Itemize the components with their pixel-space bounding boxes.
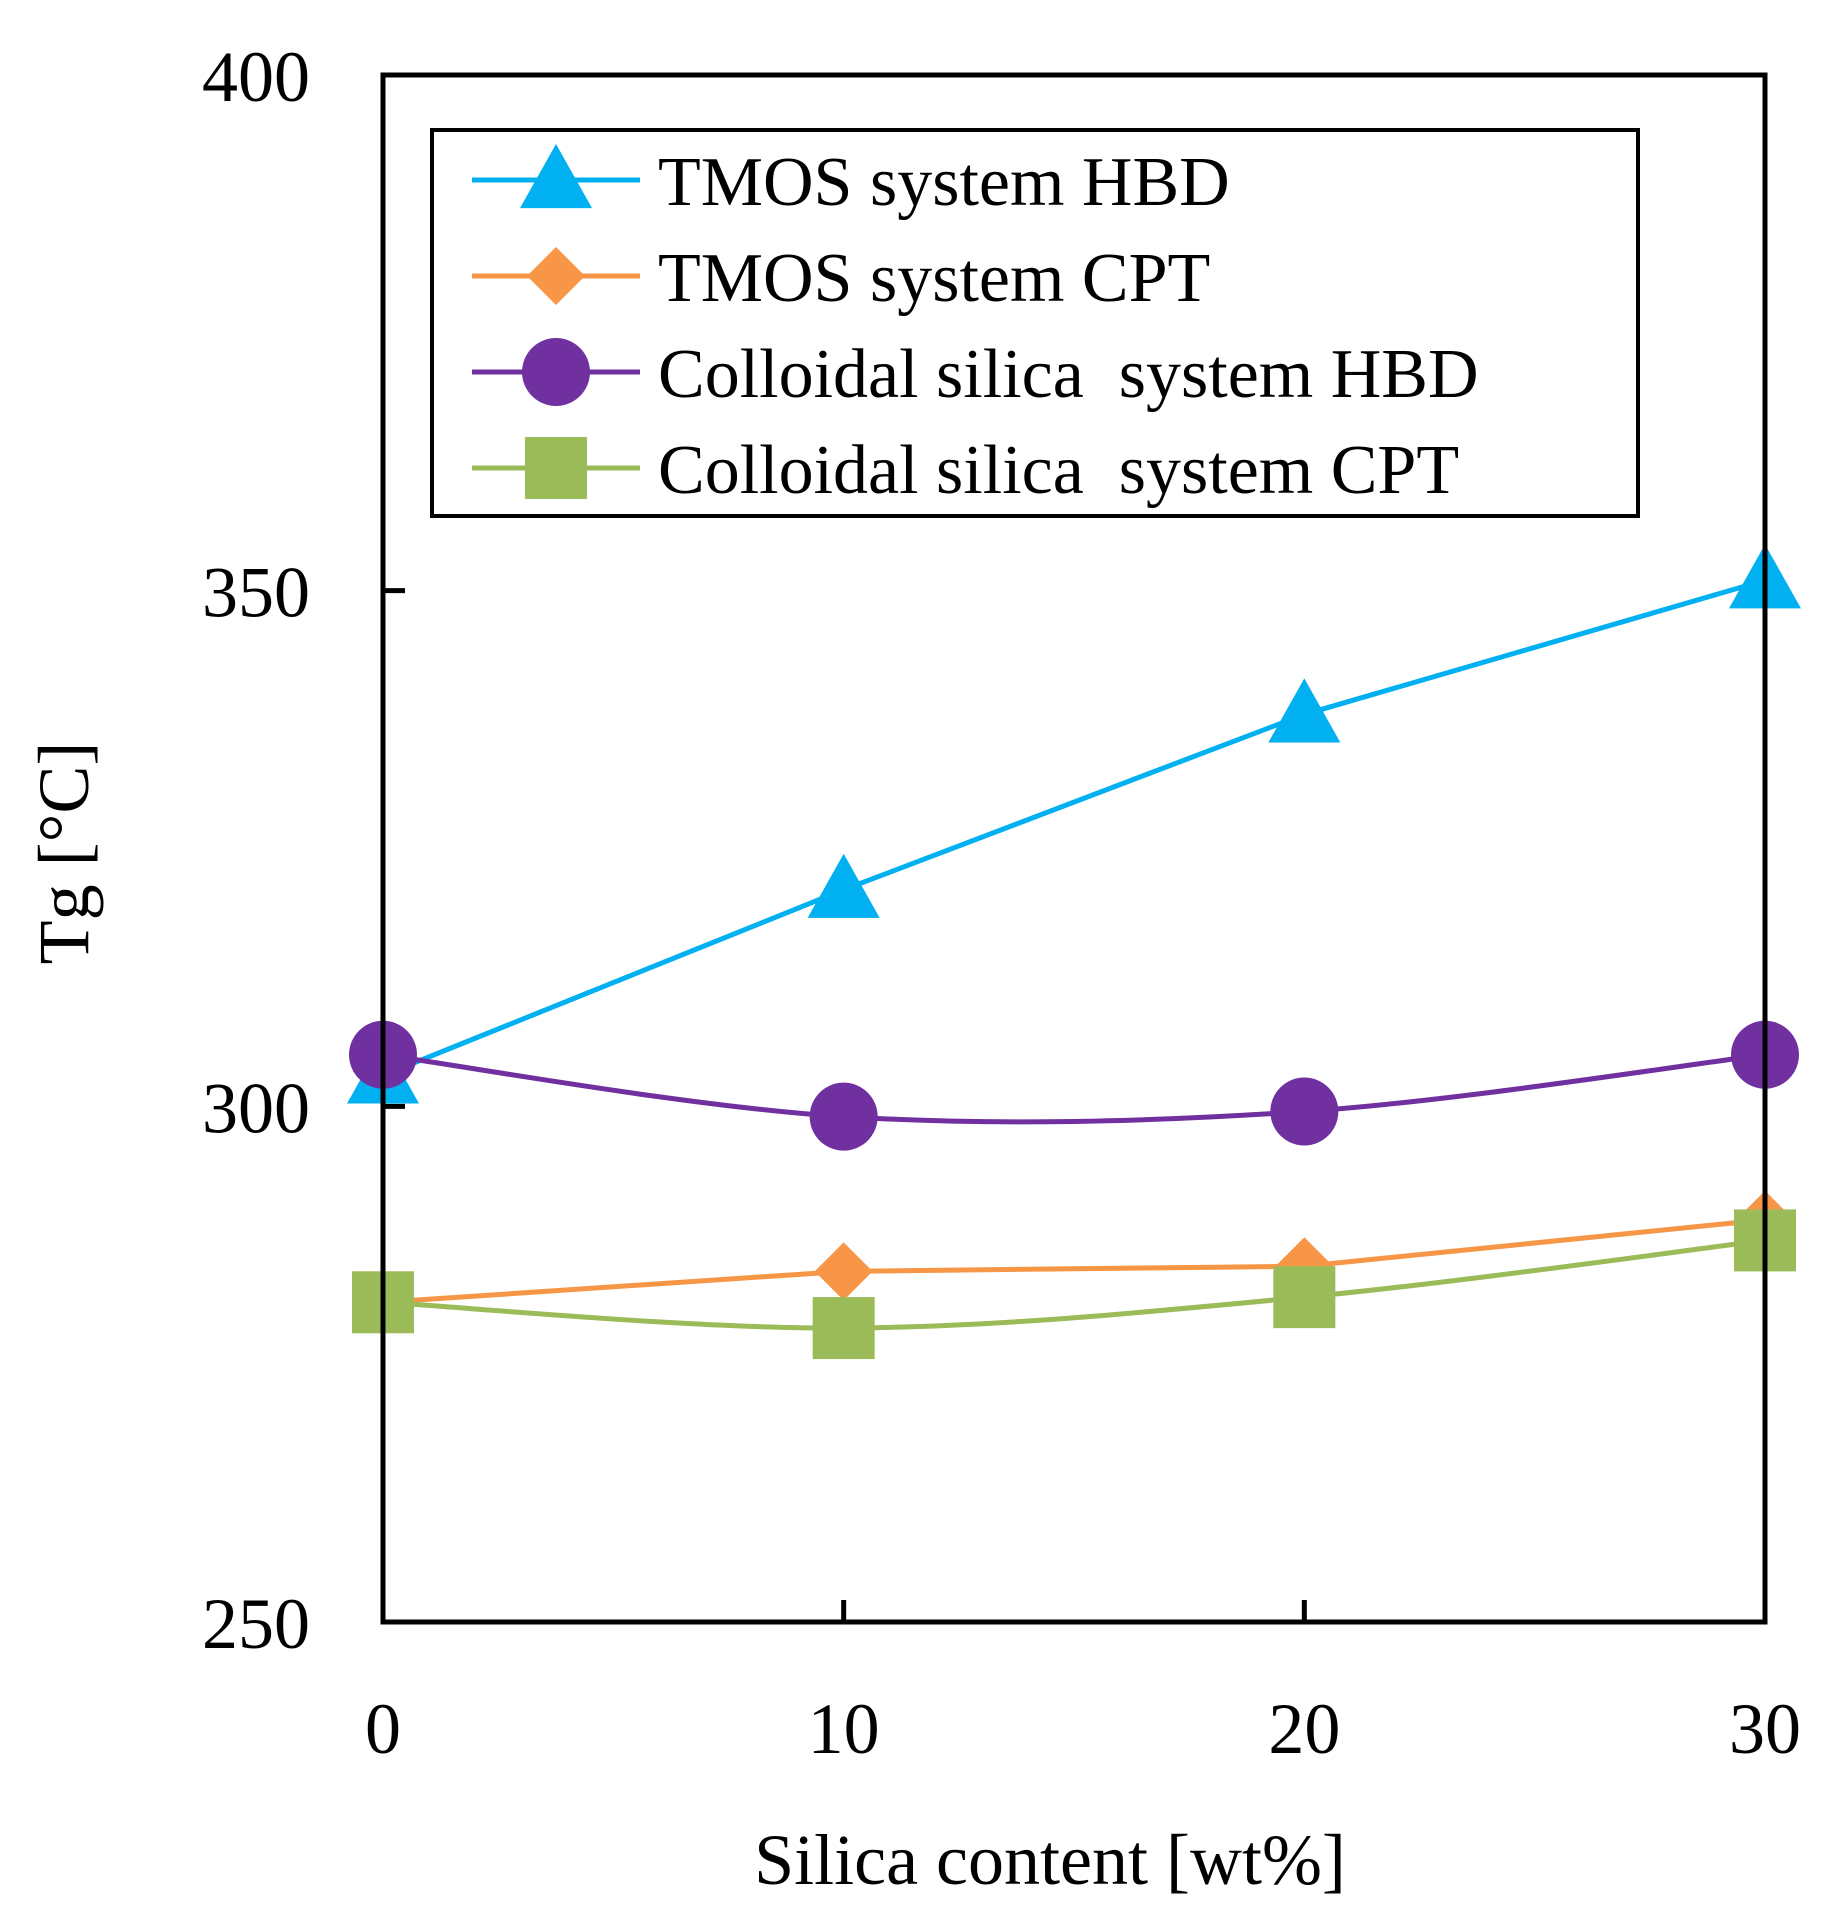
x-tick-label: 30 [1729, 1689, 1801, 1769]
series-colloidal-silica-system-cpt [352, 1209, 1796, 1360]
series-tmos-system-cpt [354, 1190, 1794, 1332]
legend-entry: TMOS system CPT [472, 240, 1210, 317]
data-point-circle [809, 1082, 878, 1151]
legend-marker-diamond [527, 247, 585, 305]
legend-marker-triangle [520, 144, 592, 209]
legend-box [430, 128, 1640, 518]
y-axis: 250 300 350 400 [202, 37, 405, 1664]
y-tick-label: 400 [202, 37, 310, 117]
series-line [382, 1052, 1766, 1125]
y-tick-label: 250 [202, 1584, 310, 1664]
legend-marker-square [525, 437, 587, 499]
series-layer [347, 544, 1801, 1360]
legend-label: Colloidal silica system HBD [658, 336, 1479, 413]
y-tick-label: 300 [202, 1068, 310, 1148]
data-point-triangle [807, 853, 880, 918]
x-axis-label: Silica content [wt%] [754, 1820, 1346, 1900]
y-axis-label: Tg [°C] [24, 742, 104, 965]
series-line [382, 1237, 1766, 1331]
x-tick-label: 0 [365, 1689, 401, 1769]
series-line [382, 577, 1766, 1078]
plot-frame [380, 72, 1768, 1625]
series-line [382, 1217, 1766, 1305]
data-point-circle [1270, 1077, 1339, 1146]
y-tick-label: 350 [202, 553, 310, 633]
series-colloidal-silica-system-hbd [349, 1020, 1799, 1151]
data-point-triangle [1268, 678, 1341, 743]
legend-entry: Colloidal silica system HBD [472, 336, 1479, 413]
legend-entry: TMOS system HBD [472, 144, 1230, 221]
x-axis: 0 10 20 30 [365, 1600, 1801, 1769]
data-point-square [1273, 1266, 1336, 1329]
x-tick-label: 10 [808, 1689, 880, 1769]
x-tick-label: 20 [1268, 1689, 1340, 1769]
legend-entry: Colloidal silica system CPT [472, 432, 1459, 509]
data-point-square [812, 1297, 875, 1360]
series-tmos-system-hbd [347, 544, 1801, 1104]
legend: TMOS system HBD TMOS system CPT Colloidal … [430, 128, 1640, 518]
legend-marker-circle [522, 338, 590, 406]
legend-label: Colloidal silica system CPT [658, 432, 1459, 509]
legend-label: TMOS system CPT [658, 240, 1210, 317]
data-point-diamond [814, 1242, 873, 1301]
legend-label: TMOS system HBD [658, 144, 1230, 221]
